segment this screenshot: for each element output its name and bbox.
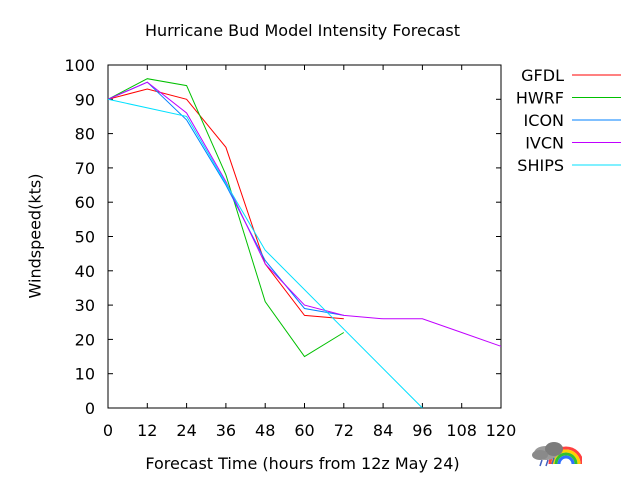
y-tick-label: 50 — [75, 228, 95, 247]
x-tick-label: 36 — [216, 421, 236, 440]
series-line-gfdl — [107, 88, 344, 320]
legend: GFDL HWRF ICON IVCN SHIPS — [516, 66, 621, 175]
series-line-ships — [107, 98, 423, 409]
y-tick-label: 80 — [75, 125, 95, 144]
y-tick-label: 70 — [75, 159, 95, 178]
y-tick-label: 20 — [75, 330, 95, 349]
x-tick-label: 96 — [412, 421, 432, 440]
x-tick-label: 12 — [137, 421, 157, 440]
series-line-icon — [107, 81, 344, 316]
x-tick-label: 108 — [446, 421, 477, 440]
x-axis-label: Forecast Time (hours from 12z May 24) — [145, 454, 460, 473]
y-tick-label: 40 — [75, 262, 95, 281]
chart-title: Hurricane Bud Model Intensity Forecast — [144, 21, 461, 40]
legend-label-hwrf: HWRF — [516, 89, 564, 108]
y-axis-label: Windspeed(kts) — [25, 173, 45, 299]
y-tick-label: 60 — [75, 193, 95, 212]
x-tick-label: 48 — [255, 421, 275, 440]
series-line-hwrf — [107, 78, 345, 358]
x-tick-label: 24 — [176, 421, 196, 440]
x-tick-label: 120 — [486, 421, 517, 440]
legend-label-gfdl: GFDL — [521, 66, 564, 85]
x-tick-label: 0 — [103, 421, 113, 440]
y-tick-label: 100 — [64, 56, 95, 75]
x-tick-label: 60 — [294, 421, 314, 440]
legend-label-icon: ICON — [524, 111, 564, 130]
x-tick-label: 84 — [373, 421, 393, 440]
x-tick-label: 72 — [334, 421, 354, 440]
y-tick-label: 90 — [75, 90, 95, 109]
y-tick-label: 0 — [85, 399, 95, 418]
y-tick-label: 30 — [75, 296, 95, 315]
series-line-ivcn — [107, 81, 502, 347]
axis-ticks: 0 12 24 36 48 60 72 84 96 108 120 0 10 20 30 40 50 60 70 80… — [64, 56, 516, 440]
series-lines — [107, 78, 502, 409]
weather-logo — [532, 442, 582, 467]
legend-label-ships: SHIPS — [517, 156, 564, 175]
legend-label-ivcn: IVCN — [525, 134, 564, 153]
y-tick-label: 10 — [75, 365, 95, 384]
